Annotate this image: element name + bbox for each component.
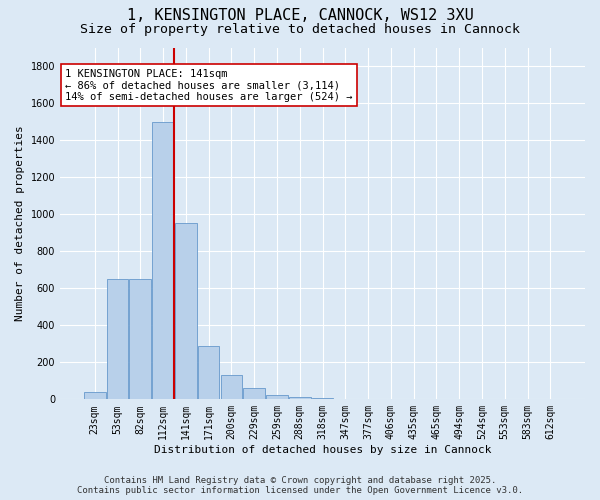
Bar — [312, 398, 334, 400]
Text: Size of property relative to detached houses in Cannock: Size of property relative to detached ho… — [80, 22, 520, 36]
Bar — [152, 122, 174, 400]
Bar — [221, 376, 242, 400]
Bar — [266, 396, 288, 400]
Bar — [130, 279, 151, 400]
Bar — [289, 396, 311, 400]
Bar — [107, 279, 128, 400]
Text: 1 KENSINGTON PLACE: 141sqm
← 86% of detached houses are smaller (3,114)
14% of s: 1 KENSINGTON PLACE: 141sqm ← 86% of deta… — [65, 68, 353, 102]
Text: 1, KENSINGTON PLACE, CANNOCK, WS12 3XU: 1, KENSINGTON PLACE, CANNOCK, WS12 3XU — [127, 8, 473, 22]
Y-axis label: Number of detached properties: Number of detached properties — [15, 126, 25, 322]
Text: Contains HM Land Registry data © Crown copyright and database right 2025.
Contai: Contains HM Land Registry data © Crown c… — [77, 476, 523, 495]
Bar — [244, 388, 265, 400]
X-axis label: Distribution of detached houses by size in Cannock: Distribution of detached houses by size … — [154, 445, 491, 455]
Bar — [84, 392, 106, 400]
Bar — [334, 399, 356, 400]
Bar — [175, 224, 197, 400]
Bar — [198, 346, 220, 400]
